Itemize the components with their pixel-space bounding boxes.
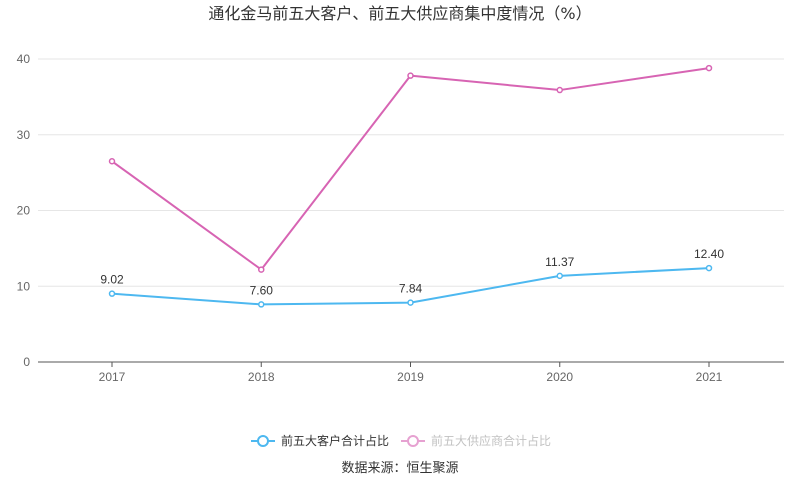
data-label: 7.60: [250, 283, 274, 297]
y-tick-label: 0: [23, 355, 30, 369]
gridlines: [38, 58, 784, 287]
y-tick-label: 10: [17, 279, 31, 293]
series-line-2: [111, 67, 710, 271]
x-tick-label: 2021: [696, 370, 723, 384]
legend: 前五大客户合计占比 前五大供应商合计占比: [251, 433, 551, 448]
data-point[interactable]: [705, 64, 713, 72]
x-tick-label: 2020: [546, 370, 573, 384]
data-label: 12.40: [694, 247, 724, 261]
x-tick-label: 2018: [248, 370, 275, 384]
data-point[interactable]: [108, 158, 116, 165]
axes: 0 10 20 30 40 2017 2018 2019 2020 2021: [17, 52, 784, 384]
data-labels: 9.02 7.60 7.84 11.37 12.40: [100, 247, 724, 297]
data-point[interactable]: [258, 266, 265, 273]
x-tick-label: 2019: [397, 370, 424, 384]
data-point[interactable]: [556, 272, 563, 280]
legend-item-1[interactable]: 前五大客户合计占比: [251, 433, 389, 448]
data-point[interactable]: [258, 301, 265, 308]
data-point[interactable]: [556, 86, 563, 94]
legend-item-2[interactable]: 前五大供应商合计占比: [401, 433, 551, 448]
legend-label: 前五大客户合计占比: [281, 433, 389, 448]
legend-circle-marker: [257, 435, 269, 447]
data-point[interactable]: [705, 264, 713, 272]
data-label: 7.84: [399, 282, 423, 296]
chart-title: 通化金马前五大客户、前五大供应商集中度情况（%）: [208, 4, 591, 23]
data-source-note: 数据来源：恒生聚源: [341, 461, 458, 476]
series-lines: [108, 64, 713, 308]
data-label: 11.37: [545, 255, 574, 269]
data-point[interactable]: [108, 290, 116, 297]
legend-circle-marker: [407, 435, 419, 447]
y-tick-label: 20: [17, 204, 31, 218]
legend-label: 前五大供应商合计占比: [431, 433, 551, 448]
data-point[interactable]: [407, 299, 414, 306]
data-point[interactable]: [407, 72, 414, 79]
y-tick-label: 30: [17, 128, 31, 142]
data-label: 9.02: [100, 273, 124, 287]
x-tick-label: 2017: [99, 370, 126, 384]
y-tick-label: 40: [17, 52, 31, 66]
